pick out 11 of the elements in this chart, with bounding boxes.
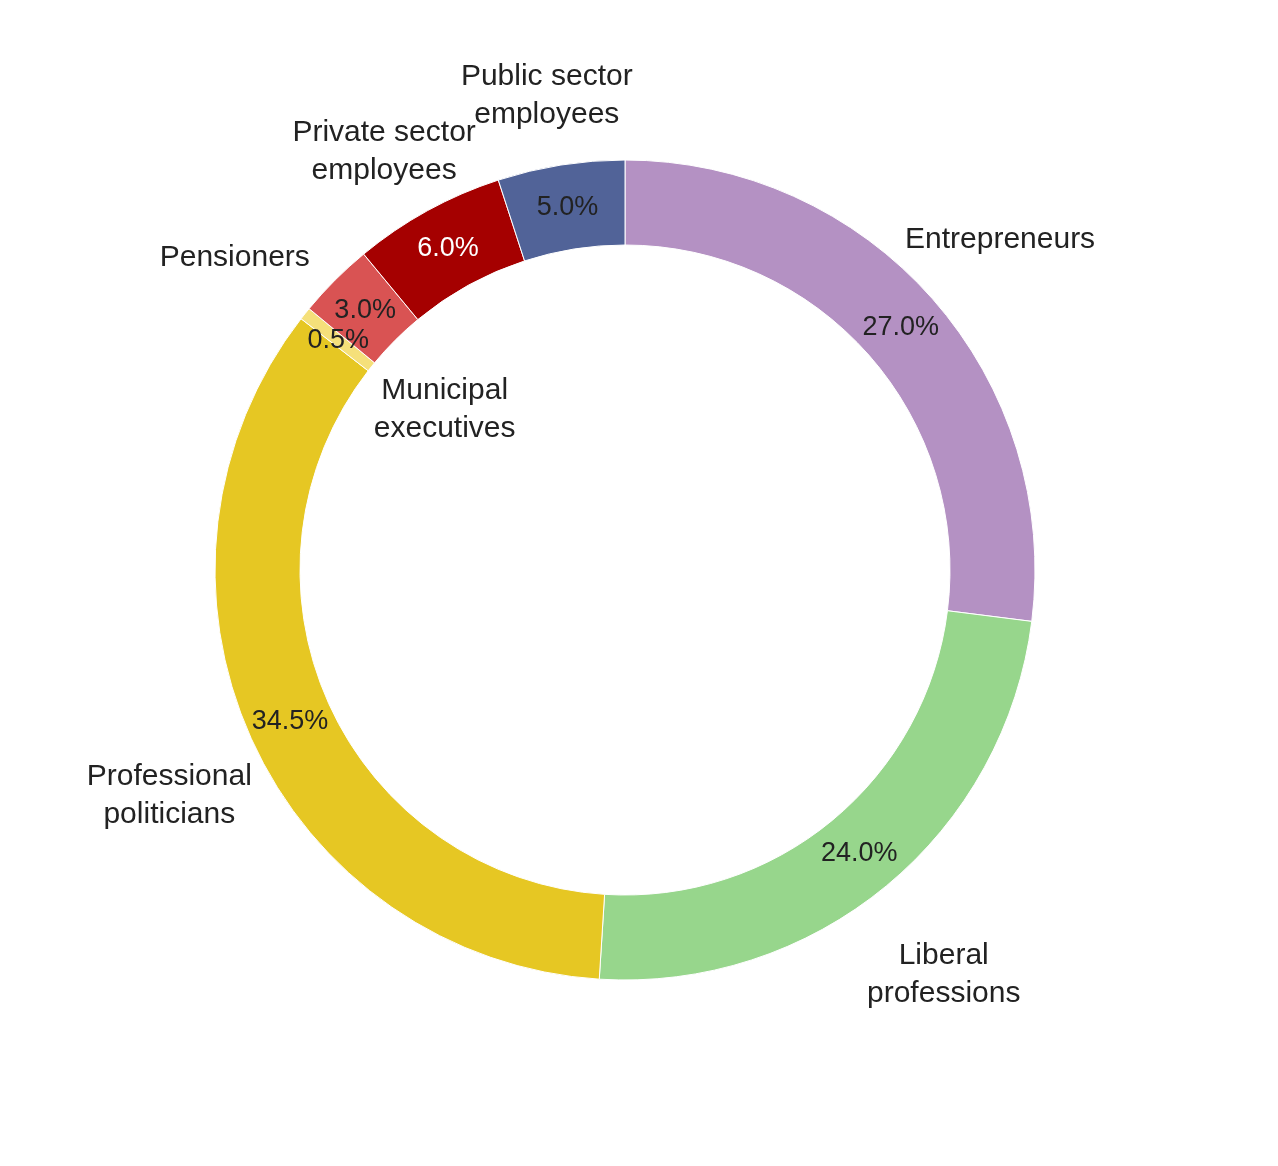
- slice-label: Professional politicians: [86, 757, 252, 829]
- data-label: 27.0%: [862, 310, 939, 341]
- slice-label: Liberal professions: [867, 937, 1021, 1009]
- slice-label: Municipal executives: [373, 371, 516, 443]
- data-label: 6.0%: [417, 231, 479, 262]
- slice-label: Pensioners: [159, 239, 310, 273]
- data-label: 34.5%: [251, 705, 329, 736]
- data-label: 5.0%: [536, 191, 599, 222]
- slice-label: Entrepreneurs: [905, 221, 1096, 255]
- data-label: 24.0%: [820, 837, 898, 868]
- data-label: 3.0%: [334, 294, 396, 325]
